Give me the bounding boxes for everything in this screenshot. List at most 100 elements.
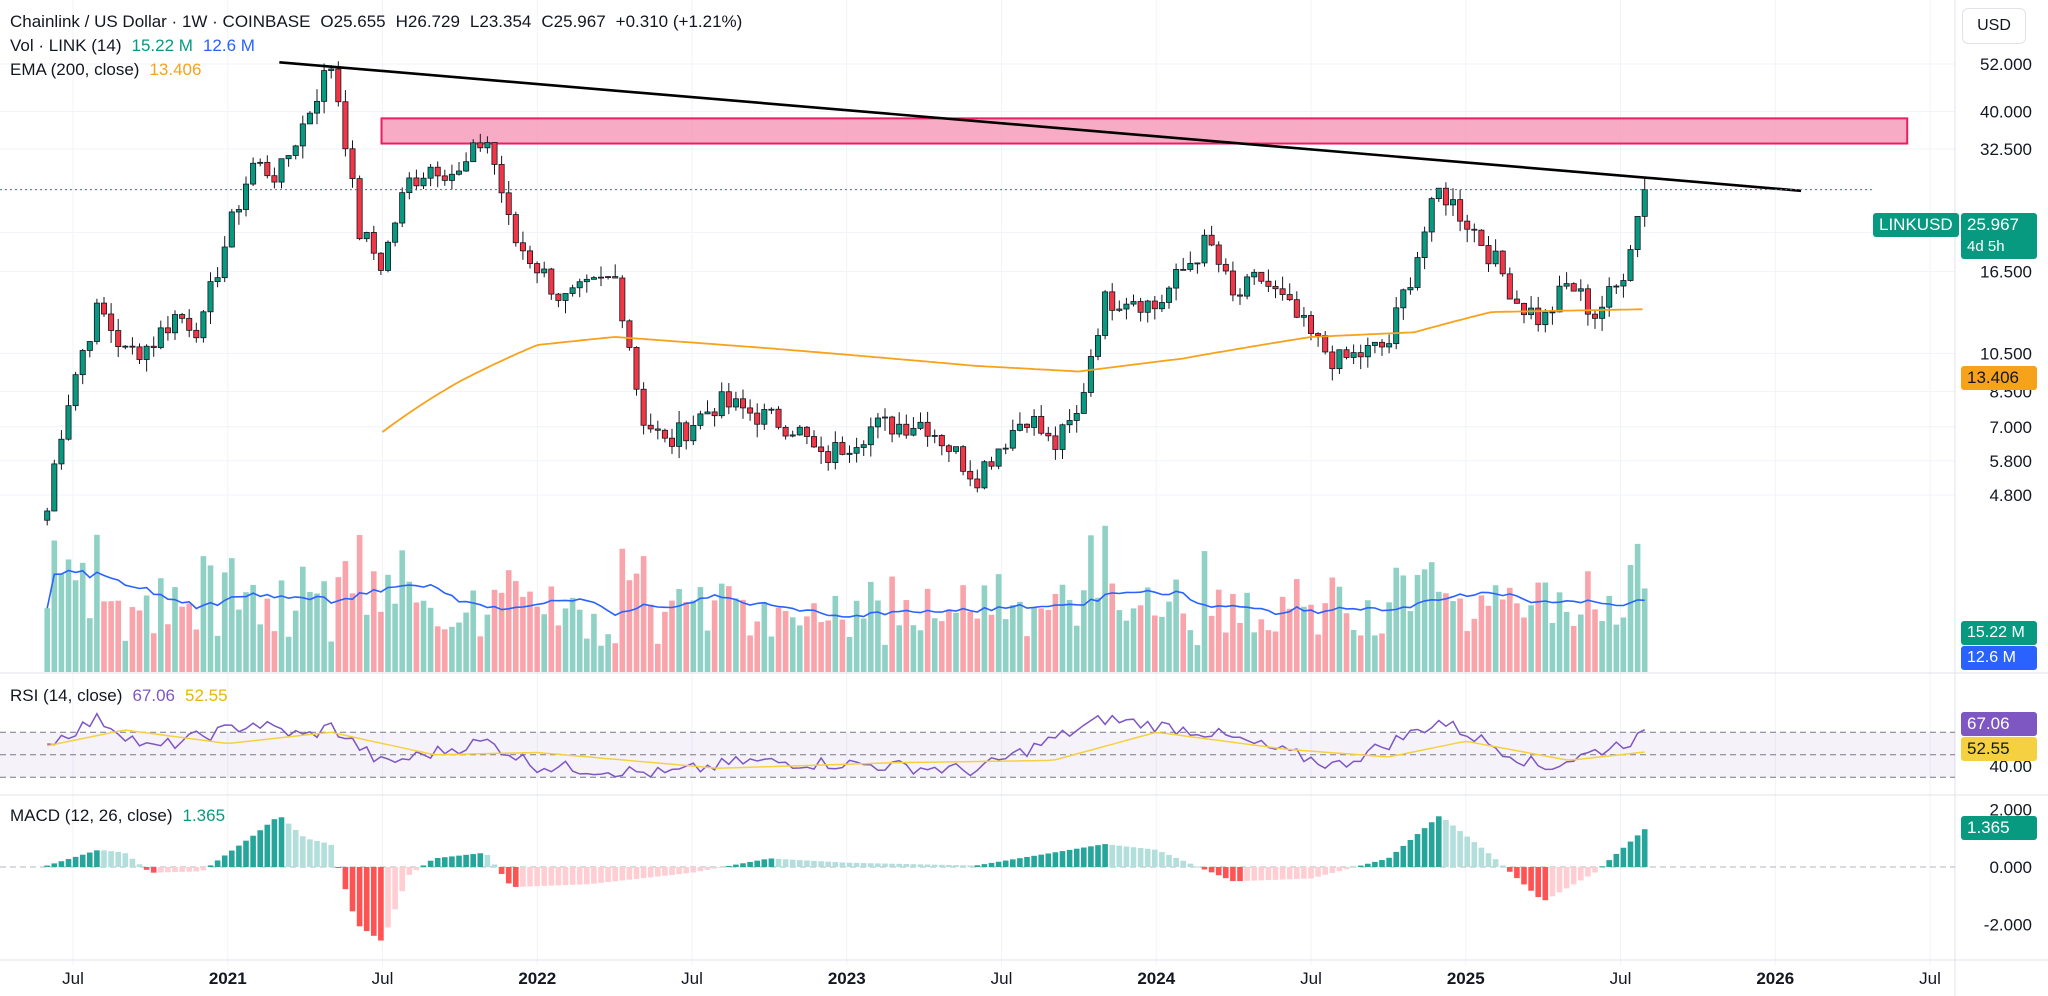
macd-histogram-bar — [1627, 841, 1634, 867]
volume-bar — [562, 608, 569, 672]
macd-tick-label: 0.000 — [1989, 858, 2032, 877]
macd-histogram-bar — [1407, 840, 1414, 867]
volume-bar — [747, 635, 753, 672]
volume-bar — [328, 641, 335, 672]
volume-bar — [1294, 579, 1300, 672]
volume-bar — [555, 625, 562, 672]
volume-bar — [1521, 617, 1527, 672]
macd-histogram-bar — [1507, 867, 1513, 872]
candle-body — [789, 434, 796, 437]
candle-body — [732, 398, 739, 408]
macd-histogram-bar — [534, 867, 540, 887]
candle-body — [519, 242, 526, 252]
volume-bar — [1130, 608, 1137, 672]
time-axis[interactable]: Jul 2021 Jul 2022 Jul 2023 Jul 2024 Jul 2025 Jul 20… — [62, 969, 1941, 988]
macd-histogram-bar — [307, 839, 313, 867]
candle-body — [633, 347, 640, 390]
candle-body — [1549, 311, 1556, 314]
candle-body — [1535, 307, 1542, 326]
macd-histogram-bar — [946, 864, 952, 867]
symbol-legend[interactable]: Chainlink / US Dollar · 1W · COINBASE O2… — [10, 12, 742, 32]
macd-histogram-bar — [683, 867, 690, 874]
macd-histogram-bar — [1180, 860, 1187, 867]
volume-bar — [1265, 630, 1272, 672]
macd-histogram-bar — [221, 855, 228, 867]
candle-body — [1386, 343, 1393, 348]
volume-bar — [1081, 590, 1087, 672]
candle-body — [1336, 349, 1343, 370]
macd-histogram-bar — [1002, 860, 1009, 867]
volume-bar — [882, 644, 888, 672]
candle-body — [1215, 244, 1222, 265]
candle-body — [477, 142, 484, 149]
candle-body — [1308, 315, 1315, 334]
macd-histogram-bar — [903, 864, 910, 867]
candle-body — [505, 192, 512, 215]
macd-histogram-bar — [662, 867, 668, 876]
volume-bar — [1237, 622, 1243, 672]
candle-body — [1130, 301, 1137, 305]
low-label: L — [469, 12, 480, 31]
macd-histogram-bar — [1315, 867, 1321, 877]
volume-bar — [1492, 585, 1499, 672]
macd-histogram-bar — [726, 865, 732, 867]
volume-bar — [1535, 582, 1542, 672]
volume-bar — [591, 613, 597, 672]
time-tick-label: Jul — [991, 969, 1013, 988]
trendline[interactable] — [279, 60, 1802, 193]
macd-histogram-bar — [1549, 867, 1556, 897]
macd-histogram-bar — [108, 851, 114, 867]
macd-histogram-bar — [1421, 828, 1428, 867]
candle-body — [463, 161, 470, 172]
volume-bar — [846, 636, 853, 672]
macd-histogram-bar — [1031, 855, 1037, 867]
ema-legend[interactable]: EMA (200, close) 13.406 — [10, 60, 201, 80]
macd-histogram-bar — [697, 867, 704, 872]
rsi-legend[interactable]: RSI (14, close) 67.06 52.55 — [10, 686, 228, 706]
macd-histogram-bar — [179, 867, 185, 872]
candle-body — [704, 411, 711, 415]
volume-bar — [1279, 596, 1286, 672]
macd-histogram-bar — [619, 867, 626, 881]
time-tick-label: 2022 — [518, 969, 556, 988]
macd-histogram-bar — [1187, 863, 1194, 867]
macd-histogram-bar — [832, 862, 839, 867]
currency-button[interactable]: USD — [1962, 8, 2026, 44]
volume-bar — [1365, 600, 1371, 672]
candle-body — [243, 183, 250, 210]
volume-bar — [1457, 598, 1463, 672]
volume-bar — [676, 589, 682, 672]
time-tick-label: Jul — [62, 969, 84, 988]
price-axis[interactable]: 52.00040.00032.50020.50016.50010.5008.50… — [1980, 55, 2032, 934]
macd-histogram-bar — [406, 867, 413, 875]
volume-bar — [1286, 608, 1293, 672]
volume-bar — [946, 609, 952, 672]
volume-bar — [207, 565, 214, 672]
macd-histogram-bar — [995, 861, 1002, 867]
volume-bar — [896, 625, 903, 672]
macd-histogram-bar — [910, 864, 917, 867]
macd-histogram-bar — [1329, 867, 1336, 873]
candle-body — [51, 463, 58, 512]
rsi-badge: 67.06 — [1961, 712, 2037, 736]
macd-histogram-bar — [477, 853, 484, 867]
volume-bar — [839, 619, 846, 672]
macd-histogram-bar — [51, 863, 58, 867]
volume-bar — [300, 566, 306, 672]
candle-body — [924, 421, 931, 437]
macd-histogram-bar — [442, 857, 448, 867]
macd-histogram-bar — [541, 867, 548, 886]
macd-legend[interactable]: MACD (12, 26, close) 1.365 — [10, 806, 225, 826]
volume-legend[interactable]: Vol · LINK (14) 15.22 M 12.6 M — [10, 36, 255, 56]
volume-bar — [818, 622, 824, 672]
candle-body — [108, 313, 115, 331]
volume-bar — [740, 599, 746, 672]
candle-body — [725, 391, 732, 408]
volume-bar — [406, 581, 413, 672]
macd-histogram-bar — [87, 852, 93, 867]
candle-body — [768, 408, 775, 411]
candle-body — [818, 446, 825, 452]
macd-histogram-bar — [1201, 867, 1208, 870]
candle-body — [1272, 285, 1279, 290]
